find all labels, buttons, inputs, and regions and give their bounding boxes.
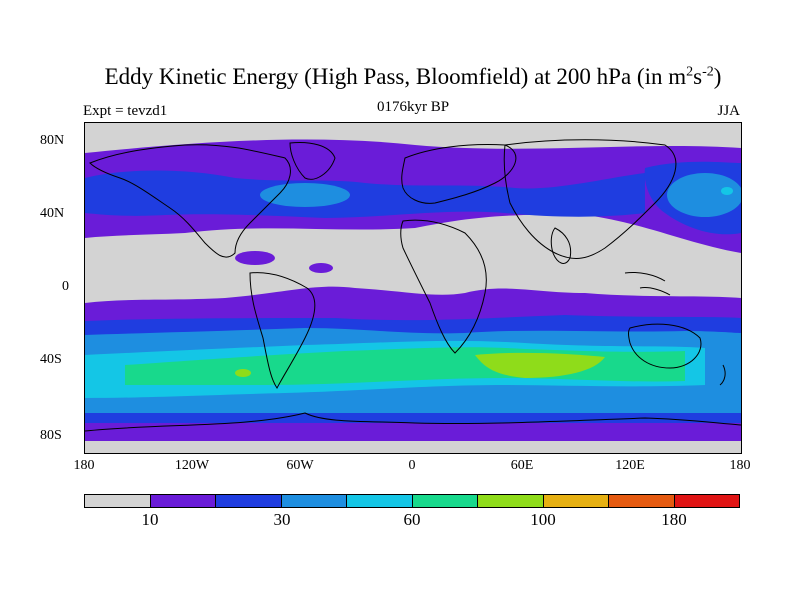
contour-sh-peak-small	[235, 369, 251, 377]
lon-label-0: 0	[408, 458, 416, 473]
colorbar-swatch-7	[543, 495, 609, 507]
contour-nh-atlantic-core	[85, 170, 645, 218]
colorbar-swatch-0	[85, 495, 151, 507]
coast-south-america	[249, 272, 316, 389]
colorbar-swatch-2	[216, 495, 282, 507]
contour-atlantic-blob	[309, 263, 333, 273]
coast-asia	[503, 139, 677, 259]
contour-caribbean-blob	[235, 251, 275, 265]
lat-label-40s: 40S	[40, 352, 62, 367]
colorbar-label-10: 10	[141, 510, 159, 529]
coast-greenland	[289, 142, 336, 180]
colorbar-swatch-9	[674, 495, 739, 507]
lat-label-40n: 40N	[40, 206, 65, 221]
coastlines	[85, 139, 741, 432]
lat-label-80s: 80S	[40, 428, 62, 443]
colorbar-swatch-1	[150, 495, 216, 507]
lon-label-180e: 180	[729, 458, 751, 473]
lat-label-80n: 80N	[40, 133, 65, 148]
colorbar-swatch-8	[609, 495, 675, 507]
coast-se-asia	[624, 272, 671, 296]
colorbar-swatch-5	[412, 495, 478, 507]
coast-africa	[400, 219, 487, 354]
lon-label-60e: 60E	[510, 458, 534, 473]
lon-label-120w: 120W	[174, 458, 210, 473]
experiment-label: Expt = tevzd1	[83, 103, 168, 119]
colorbar-label-100: 100	[530, 510, 556, 529]
season-label: JJA	[717, 103, 740, 119]
figure-subtitle: 0176kyr BP	[376, 99, 450, 115]
lat-label-0: 0	[62, 279, 69, 294]
coast-australia	[628, 323, 702, 369]
lon-label-120e: 120E	[615, 458, 645, 473]
eke-contour-map	[85, 123, 741, 453]
coast-europe	[401, 144, 517, 204]
contour-antarctic-purple	[85, 423, 741, 441]
colorbar-label-30: 30	[273, 510, 291, 529]
colorbar-swatch-3	[281, 495, 347, 507]
colorbar-swatch-6	[478, 495, 544, 507]
colorbar-label-180: 180	[661, 510, 687, 529]
contour-antarctic-cap	[85, 441, 741, 453]
figure-title: Eddy Kinetic Energy (High Pass, Bloomfie…	[104, 64, 722, 89]
colorbar-swatch-4	[347, 495, 413, 507]
contour-pacific-peak	[721, 187, 733, 195]
contour-pacific-inner	[667, 173, 741, 217]
coast-india	[550, 227, 572, 264]
coast-north-america	[89, 144, 291, 258]
colorbar-label-60: 60	[403, 510, 421, 529]
lon-label-180w: 180	[73, 458, 95, 473]
contour-sh-peak	[475, 352, 605, 378]
contour-nh-atlantic-inner	[260, 183, 350, 207]
lon-label-60w: 60W	[286, 458, 314, 473]
colorbar	[84, 494, 740, 508]
map-panel	[84, 122, 742, 454]
coast-new-zealand	[719, 364, 726, 386]
coast-antarctica	[85, 412, 741, 432]
